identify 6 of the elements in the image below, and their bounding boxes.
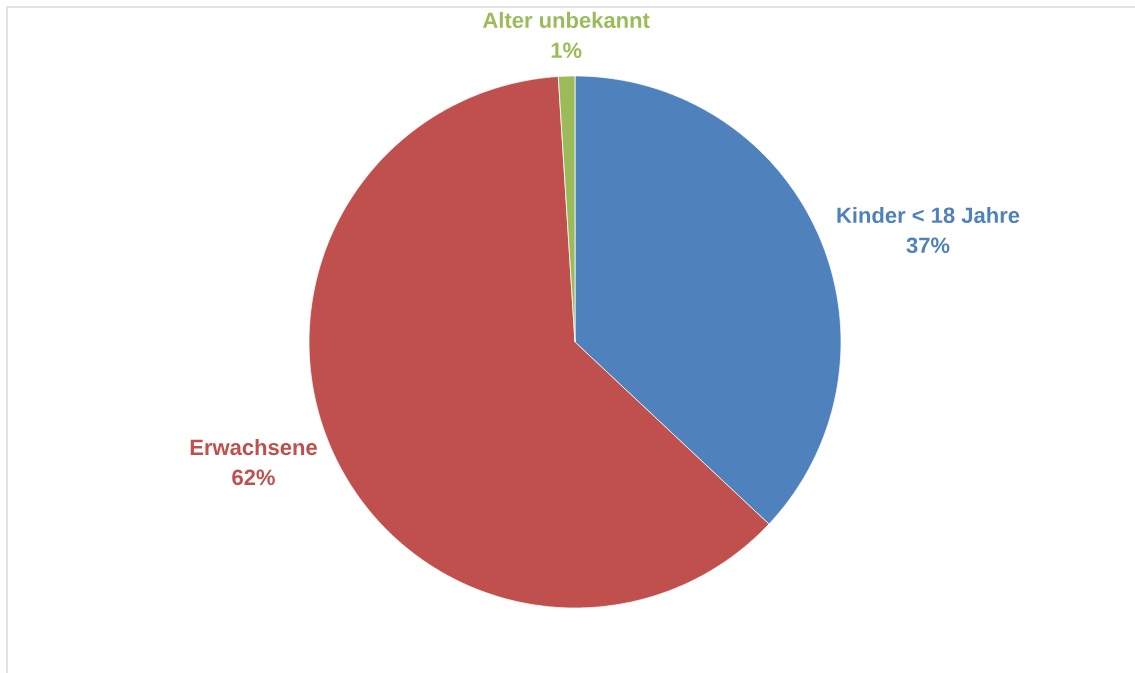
data-label: 62% [232, 469, 275, 486]
data-label: 37% [906, 237, 950, 254]
slice-label: Kinder < 18 Jahre [837, 206, 1020, 224]
slice-label: Alter unbekannt [482, 11, 650, 29]
slice-label: Erwachsene [190, 438, 317, 456]
data-label: 1% [551, 42, 582, 58]
